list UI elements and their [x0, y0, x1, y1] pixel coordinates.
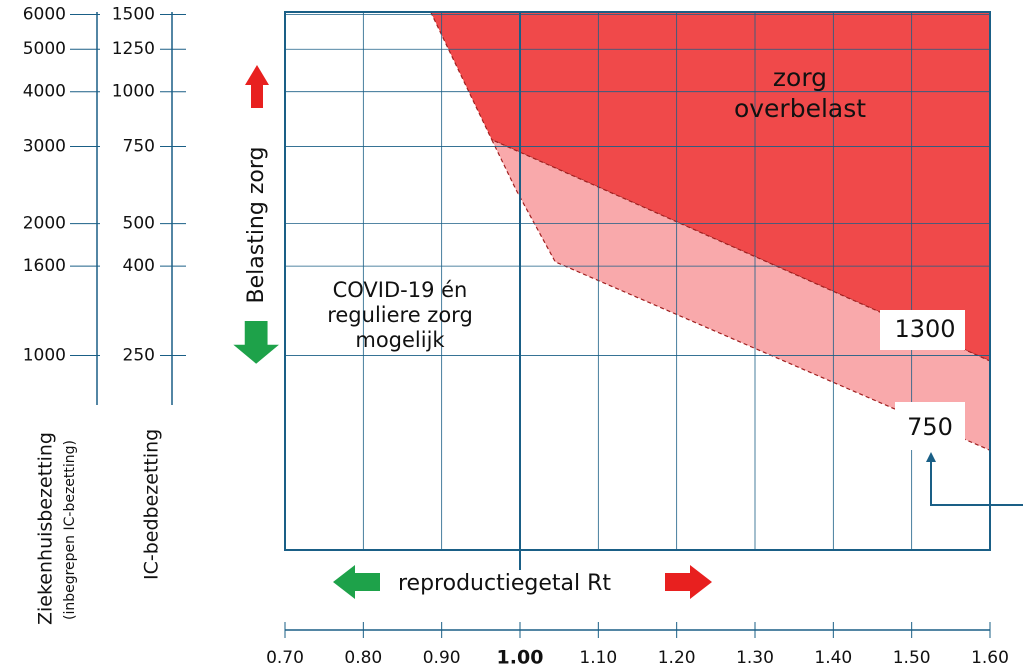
pointer [930, 460, 1023, 506]
y-tick-label: 250 [123, 346, 155, 366]
x-tick-label: 1.60 [971, 648, 1009, 668]
x-tick-label: 1.50 [893, 648, 931, 668]
x-tick-label: 1.00 [497, 647, 544, 669]
right-arrow [665, 565, 712, 599]
y-tick-label: 400 [123, 256, 155, 276]
y2-tick-label: 5000 [23, 39, 66, 59]
y2-tick-label: 4000 [23, 82, 66, 102]
x-tick-label: 1.30 [736, 648, 774, 668]
down-arrow [233, 321, 279, 364]
left-arrow [333, 565, 380, 599]
y2-tick-label: 6000 [23, 5, 66, 25]
x-tick-label: 1.10 [579, 648, 617, 668]
annotation: Belasting zorg [244, 147, 269, 304]
x-tick-label: 1.20 [658, 648, 696, 668]
y-tick-label: 750 [123, 136, 155, 156]
x-tick-label: 0.80 [344, 648, 382, 668]
region-label: zorg overbelast [733, 63, 867, 123]
y2-tick-label: 2000 [23, 214, 66, 234]
x-tick-label: 0.90 [423, 648, 461, 668]
x-tick-label: 1.40 [814, 648, 852, 668]
y2-tick-label: 3000 [23, 136, 66, 156]
x-axis-title: reproductiegetal Rt [398, 571, 611, 596]
y-tick-label: 500 [123, 214, 155, 234]
x-tick-label: 0.70 [266, 648, 304, 668]
label-box [895, 402, 965, 450]
plot-frame [284, 11, 991, 551]
y2-tick-label: 1000 [23, 346, 66, 366]
label-box [880, 310, 965, 350]
y-tick-label: 1250 [112, 39, 155, 59]
annotation: 1300 [894, 315, 955, 343]
y-tick-label: 1500 [112, 5, 155, 25]
y2-tick-label: 1600 [23, 256, 66, 276]
pointer-head [926, 452, 936, 462]
y2-axis-title: Ziekenhuisbezetting [35, 432, 57, 625]
annotation: 750 [907, 413, 953, 441]
y-axis-title: IC-bedbezetting [141, 429, 163, 580]
y-tick-label: 1000 [112, 82, 155, 102]
y2-axis-subtitle: (inbegrepen IC-bezetting) [62, 440, 78, 620]
up-arrow [245, 65, 269, 108]
annotation: COVID-19 én reguliere zorg mogelijk [327, 278, 473, 352]
